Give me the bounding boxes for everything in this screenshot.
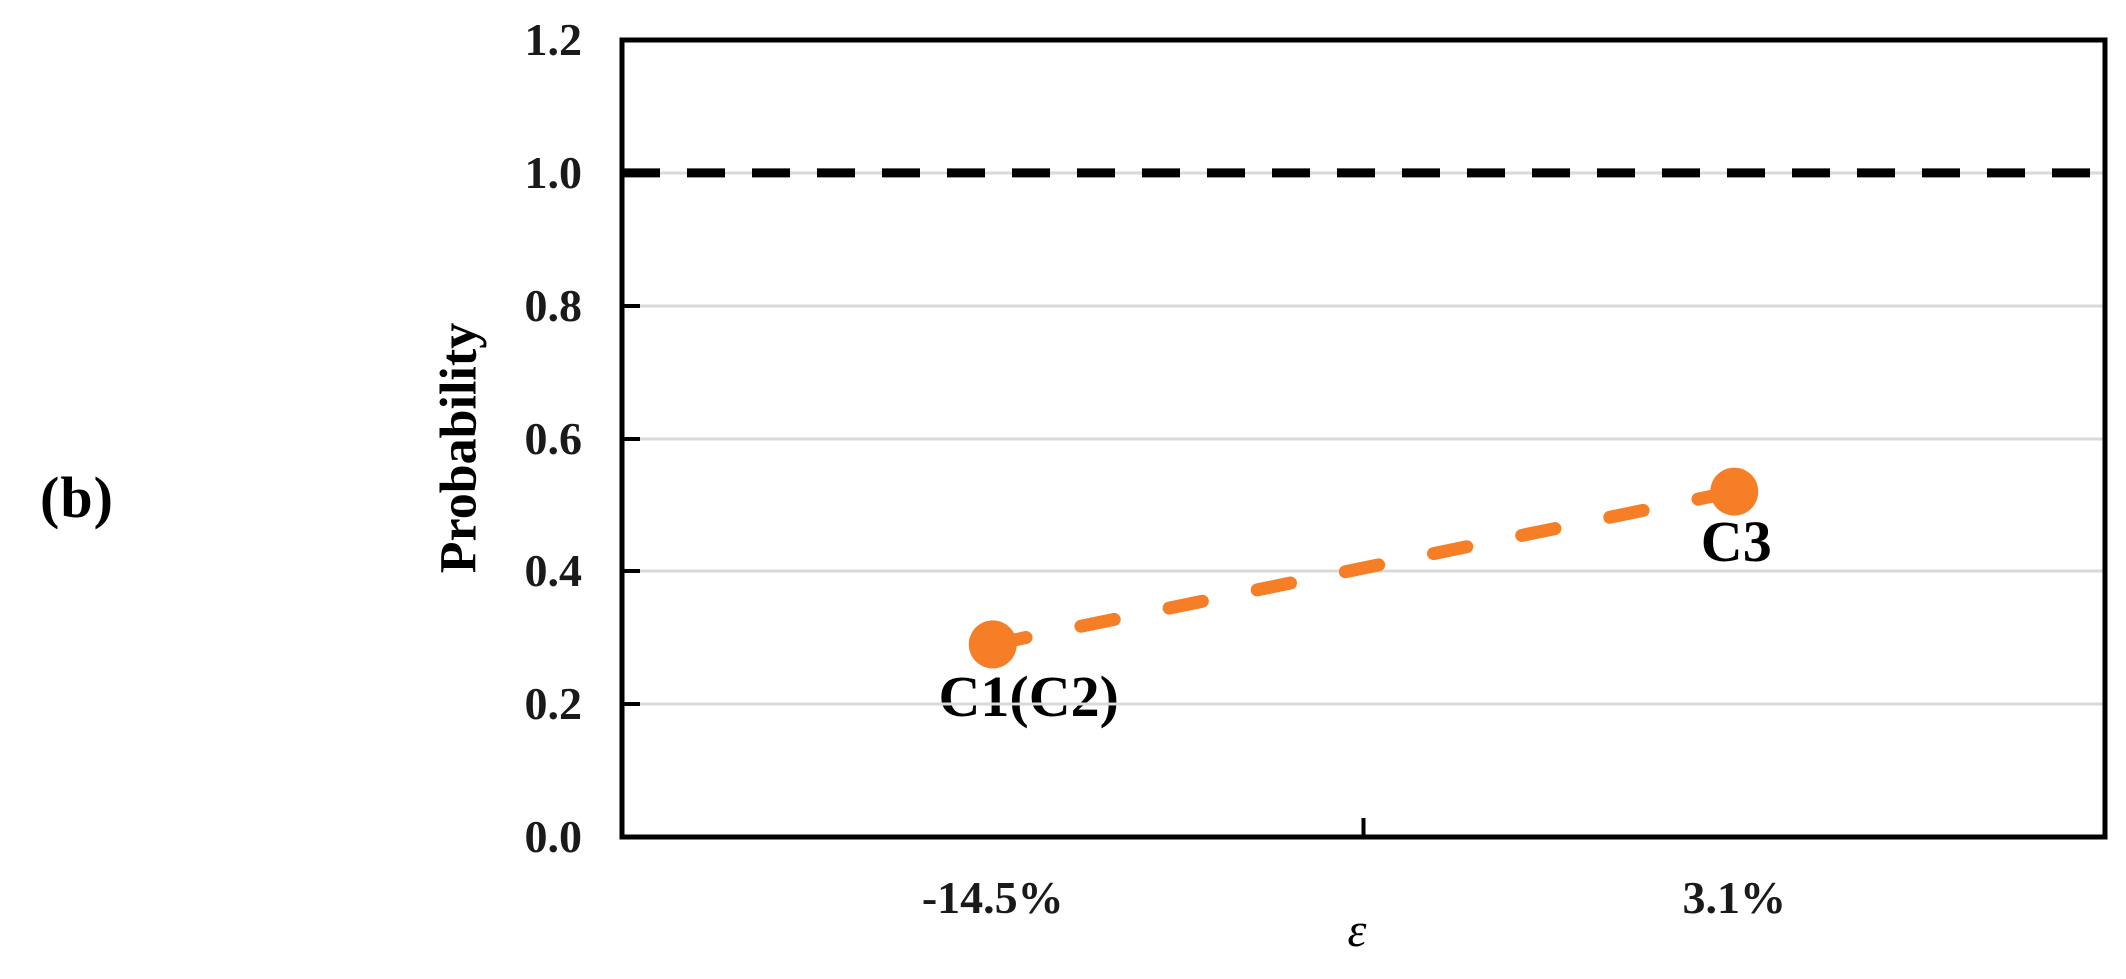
data-point-marker-c1c2 [968,620,1017,669]
y-tick-label-0.4: 0.4 [524,545,583,597]
y-tick-label-0.6: 0.6 [524,412,583,464]
y-tick-label-0.2: 0.2 [524,678,583,730]
series-dashed-line [986,485,1741,651]
figure-panel-label: (b) [40,465,114,530]
axis-ticks [622,171,1366,837]
y-tick-label-1.0: 1.0 [524,146,583,198]
data-point-marker-c3 [1710,467,1759,516]
y-tick-label-0.8: 0.8 [524,279,583,331]
x-axis-title: ε [1347,904,1367,957]
y-tick-label-1.2: 1.2 [524,14,583,65]
x-tick-label-category-1: -14.5% [921,872,1064,923]
x-tick-label-category-2: 3.1% [1682,872,1787,923]
gridlines [622,171,2105,706]
data-point-label-c3: C3 [1700,508,1772,574]
data-point-label-c1c2: C1(C2) [938,664,1119,730]
y-tick-label-0.0: 0.0 [524,811,583,862]
